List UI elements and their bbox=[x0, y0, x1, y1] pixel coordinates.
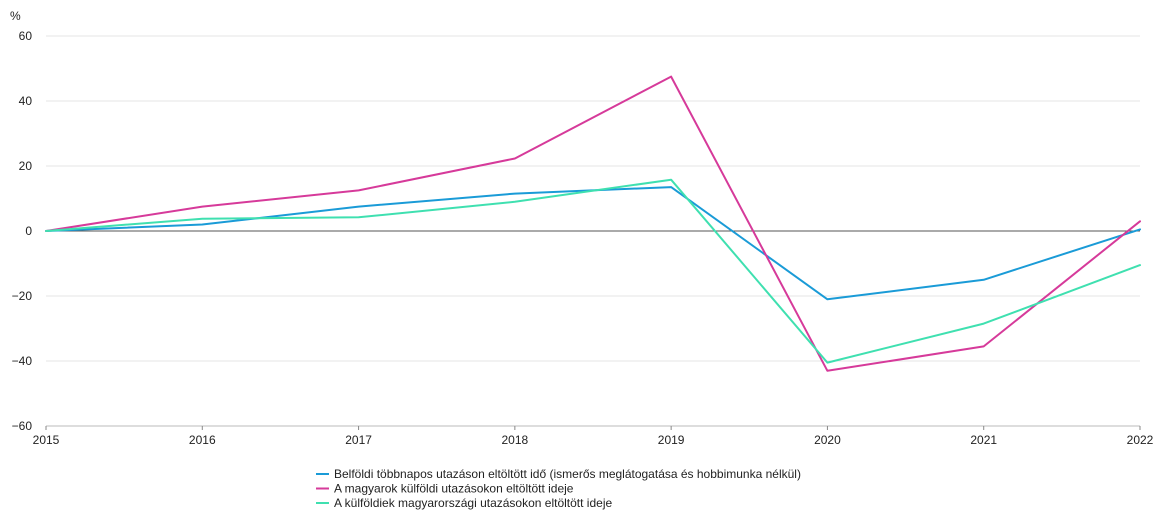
x-axis-ticks: 2015 2016 2017 2018 2019 2020 2021 2022 bbox=[33, 426, 1154, 447]
y-tick-label: 20 bbox=[19, 159, 33, 173]
x-tick-label: 2016 bbox=[189, 433, 216, 447]
y-tick-label: −40 bbox=[12, 354, 33, 368]
legend-item-label: Belföldi többnapos utazáson eltöltött id… bbox=[334, 467, 801, 481]
gridlines bbox=[46, 35, 1140, 427]
y-tick-label: 60 bbox=[19, 29, 33, 43]
legend-item-label: A külföldiek magyarországi utazásokon el… bbox=[334, 496, 612, 510]
x-tick-label: 2015 bbox=[33, 433, 60, 447]
x-tick-label: 2021 bbox=[970, 433, 997, 447]
legend-item-label: A magyarok külföldi utazásokon eltöltött… bbox=[334, 482, 574, 496]
x-tick-label: 2017 bbox=[345, 433, 372, 447]
y-tick-label: −20 bbox=[12, 289, 33, 303]
y-tick-label: −60 bbox=[12, 419, 33, 433]
x-tick-label: 2022 bbox=[1127, 433, 1154, 447]
series-line-3 bbox=[45, 178, 1141, 364]
x-tick-label: 2019 bbox=[658, 433, 685, 447]
series-lines bbox=[45, 75, 1141, 372]
y-tick-label: 0 bbox=[25, 224, 32, 238]
y-axis-ticks: −60 −40 −20 0 20 40 60 bbox=[12, 29, 33, 433]
x-tick-label: 2018 bbox=[502, 433, 529, 447]
y-axis-unit-label: % bbox=[10, 9, 21, 23]
series-line-1 bbox=[45, 186, 1141, 301]
y-tick-label: 40 bbox=[19, 94, 33, 108]
legend: Belföldi többnapos utazáson eltöltött id… bbox=[316, 467, 801, 510]
series-line-2 bbox=[45, 75, 1141, 372]
x-tick-label: 2020 bbox=[814, 433, 841, 447]
